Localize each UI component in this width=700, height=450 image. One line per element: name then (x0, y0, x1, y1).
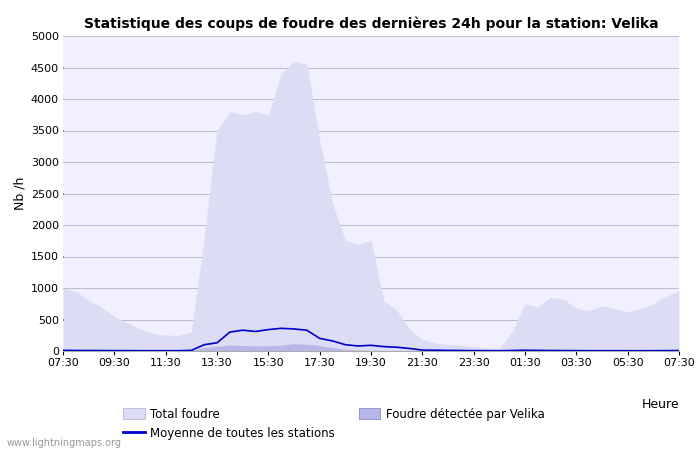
Y-axis label: Nb /h: Nb /h (13, 177, 27, 210)
Text: Heure: Heure (641, 398, 679, 411)
Legend: Total foudre, Moyenne de toutes les stations, Foudre détectée par Velika: Total foudre, Moyenne de toutes les stat… (123, 408, 545, 440)
Title: Statistique des coups de foudre des dernières 24h pour la station: Velika: Statistique des coups de foudre des dern… (84, 16, 658, 31)
Text: www.lightningmaps.org: www.lightningmaps.org (7, 438, 122, 448)
